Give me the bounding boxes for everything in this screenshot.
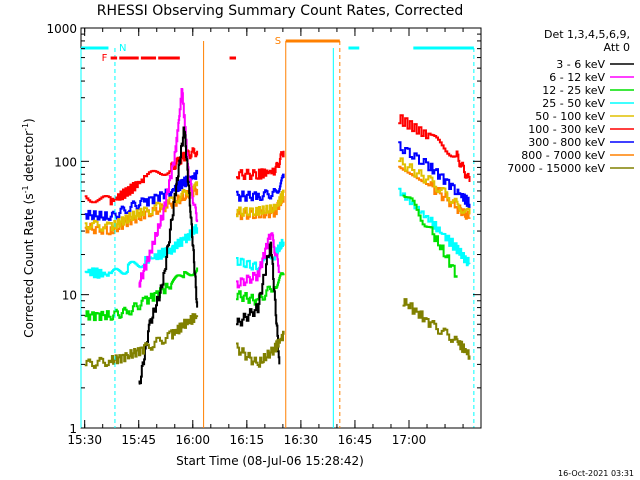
series-line [402, 298, 471, 360]
flag-label-f: F [102, 53, 108, 64]
series-7 [138, 126, 281, 385]
x-axis: 15:30 15:45 16:00 16:15 16:30 16:45 17:00 [67, 28, 464, 447]
y-tick-label: 100 [54, 155, 77, 169]
series-line [398, 141, 471, 209]
x-tick-label: 15:45 [121, 433, 156, 447]
x-tick-label: 16:15 [230, 433, 265, 447]
legend-entry: 50 - 100 keV [535, 110, 634, 123]
legend-entry-label: 3 - 6 keV [556, 58, 605, 71]
series-line [236, 330, 285, 368]
series-line [84, 313, 199, 369]
x-tick-label: 16:45 [338, 433, 373, 447]
legend-entry-label: 12 - 25 keV [542, 84, 605, 97]
series-line [84, 147, 199, 206]
y-axis-label-sup1: -1 [21, 185, 30, 193]
x-tick-label: 16:00 [175, 433, 210, 447]
series-line [236, 189, 285, 218]
series-line [236, 241, 281, 365]
x-tick-label: 16:30 [284, 433, 319, 447]
y-axis-label-end: ) [22, 118, 36, 123]
series-line [84, 267, 199, 322]
y-axis-label-main: Corrected Count Rate (s [22, 193, 36, 337]
x-axis-label: Start Time (08-Jul-06 15:28:42) [176, 454, 364, 468]
legend-entry: 3 - 6 keV [556, 58, 634, 71]
y-tick-label: 1 [69, 422, 77, 436]
series-line [236, 272, 285, 306]
y-tick-label: 10 [62, 289, 77, 303]
marker-layer: NF S [80, 36, 475, 428]
y-axis-label: Corrected Count Rate (s-1 detector-1) [21, 118, 36, 337]
footer-timestamp: 16-Oct-2021 03:31 [558, 469, 634, 478]
series-line [84, 224, 199, 279]
legend-entry-label: 300 - 800 keV [528, 136, 605, 149]
legend-entry: 300 - 800 keV [528, 136, 634, 149]
series-1 [84, 141, 471, 221]
y-axis-label-mid: detector [22, 131, 36, 186]
series-line [398, 114, 471, 182]
y-tick-label: 1000 [46, 22, 77, 36]
flag-label-n: N [119, 43, 126, 54]
legend-entry: 7000 - 15000 keV [507, 162, 634, 175]
series-line [398, 157, 471, 215]
series-line [398, 187, 471, 267]
x-tick-label: 17:00 [392, 433, 427, 447]
series-line [402, 194, 458, 278]
series-line [138, 126, 199, 385]
legend-entry-label: 6 - 12 keV [549, 71, 605, 84]
legend-entry-label: 25 - 50 keV [542, 97, 605, 110]
series-line [236, 232, 281, 289]
legend-entry-label: 7000 - 15000 keV [507, 162, 605, 175]
series-line [84, 185, 199, 236]
series-line [236, 150, 285, 180]
series-6 [84, 194, 458, 322]
plot-area: NF S [80, 27, 482, 429]
legend-entry-label: 100 - 300 keV [528, 123, 605, 136]
series-layer [84, 88, 471, 385]
y-axis-label-sup2: -1 [21, 123, 30, 131]
x-tick-label: 15:30 [67, 433, 102, 447]
legend-entry-label: 800 - 7000 keV [521, 149, 605, 162]
legend-entry: 6 - 12 keV [549, 71, 634, 84]
series-8 [84, 298, 471, 369]
series-0 [84, 114, 471, 206]
series-line [84, 169, 199, 221]
legend-entry: 25 - 50 keV [542, 97, 634, 110]
flag-label-s: S [275, 36, 281, 47]
legend-title-line2: Att 0 [604, 41, 630, 54]
legend-title-line1: Det 1,3,4,5,6,9, [544, 28, 630, 41]
series-3 [84, 157, 471, 232]
chart-title: RHESSI Observing Summary Count Rates, Co… [97, 3, 463, 19]
legend-entry: 100 - 300 keV [528, 123, 634, 136]
series-line [236, 173, 285, 202]
series-line [84, 181, 199, 232]
legend-entry-label: 50 - 100 keV [535, 110, 605, 123]
legend-entry: 800 - 7000 keV [521, 149, 634, 162]
legend-entry: 12 - 25 keV [542, 84, 634, 97]
